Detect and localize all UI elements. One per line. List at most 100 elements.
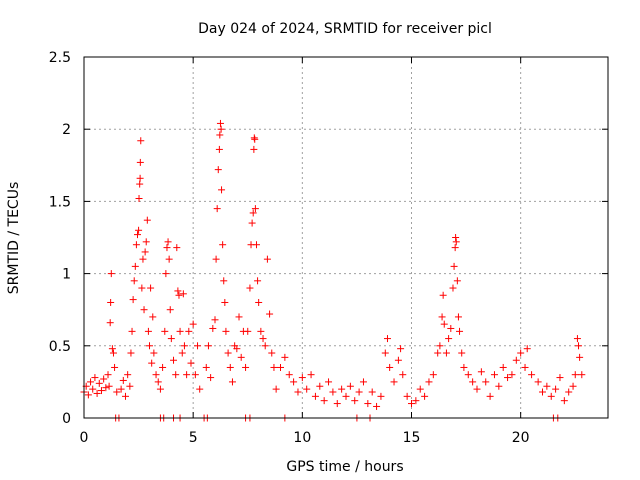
data-point — [159, 363, 167, 371]
data-point — [460, 363, 468, 371]
data-point — [254, 277, 262, 285]
data-point — [346, 382, 354, 390]
data-point — [249, 209, 257, 217]
data-point — [452, 234, 460, 241]
x-tick-label: 5 — [189, 430, 198, 446]
data-point — [194, 342, 202, 350]
data-point — [397, 345, 405, 353]
data-point — [89, 385, 97, 393]
data-point — [107, 298, 115, 306]
data-point — [268, 349, 276, 357]
data-point — [250, 145, 258, 153]
data-point — [111, 363, 119, 371]
data-point — [218, 186, 226, 194]
data-point — [451, 244, 459, 252]
data-point — [552, 385, 560, 393]
data-point — [560, 397, 568, 405]
data-point — [547, 392, 555, 400]
data-point — [138, 284, 146, 292]
data-point — [294, 388, 302, 396]
data-point — [298, 374, 306, 382]
data-point — [490, 371, 498, 379]
data-point — [482, 378, 490, 386]
data-point — [456, 327, 464, 335]
data-point — [136, 158, 144, 166]
data-point — [439, 291, 447, 299]
data-point — [136, 174, 144, 182]
data-point — [102, 384, 110, 392]
data-point — [87, 378, 95, 386]
data-point — [141, 248, 149, 256]
data-point — [178, 349, 186, 357]
data-point — [167, 335, 175, 343]
data-point — [211, 316, 219, 324]
data-point — [499, 363, 507, 371]
data-point — [128, 327, 136, 335]
data-point — [320, 397, 328, 405]
y-axis-label: SRMTID / TECUs — [6, 182, 22, 295]
data-point — [399, 371, 407, 379]
data-point — [119, 376, 127, 384]
data-point — [179, 290, 187, 298]
data-point — [180, 342, 188, 350]
x-tick-label: 0 — [80, 430, 89, 446]
y-tick-label: 2.5 — [49, 50, 71, 66]
data-point — [144, 327, 152, 335]
data-point — [517, 349, 525, 357]
data-point — [440, 320, 448, 328]
data-point — [329, 388, 337, 396]
data-point — [521, 363, 529, 371]
data-point — [107, 270, 115, 278]
data-point — [235, 313, 243, 321]
data-point — [129, 296, 137, 304]
data-point — [486, 392, 494, 400]
data-point — [216, 119, 224, 127]
data-point — [104, 371, 112, 379]
data-point — [133, 231, 141, 239]
data-point — [452, 238, 460, 246]
data-point — [473, 385, 481, 393]
data-point — [183, 371, 191, 379]
data-point — [573, 335, 581, 343]
data-point — [170, 356, 178, 364]
data-point — [281, 353, 289, 361]
data-points — [80, 119, 586, 422]
x-tick-label: 20 — [512, 430, 530, 446]
chart-title: Day 024 of 2024, SRMTID for receiver pic… — [198, 21, 492, 37]
data-point — [213, 205, 221, 213]
data-point — [175, 291, 183, 299]
data-point — [436, 342, 444, 350]
x-axis-label: GPS time / hours — [286, 459, 403, 475]
data-point — [523, 345, 531, 353]
data-point — [429, 371, 437, 379]
data-point — [325, 378, 333, 386]
x-tick-label: 15 — [403, 430, 421, 446]
data-point — [307, 371, 315, 379]
data-point — [251, 135, 259, 143]
data-point — [469, 378, 477, 386]
data-point — [109, 349, 117, 357]
data-point — [217, 125, 225, 133]
data-point — [246, 284, 254, 292]
data-point — [454, 313, 462, 321]
data-point — [442, 349, 450, 357]
data-point — [270, 363, 278, 371]
data-point — [202, 363, 210, 371]
data-point — [539, 388, 546, 396]
data-point — [209, 324, 217, 332]
data-point — [364, 400, 372, 408]
data-point — [215, 145, 223, 153]
data-point — [464, 371, 472, 379]
data-point — [285, 371, 293, 379]
data-point — [244, 327, 252, 335]
data-point — [311, 392, 319, 400]
data-point — [173, 244, 181, 252]
data-point — [534, 378, 542, 386]
data-point — [425, 378, 433, 386]
data-point — [91, 374, 99, 382]
data-point — [156, 385, 164, 393]
data-point — [161, 327, 169, 335]
data-point — [263, 255, 271, 263]
data-point — [228, 378, 236, 386]
y-tick-label: 0 — [62, 411, 71, 427]
